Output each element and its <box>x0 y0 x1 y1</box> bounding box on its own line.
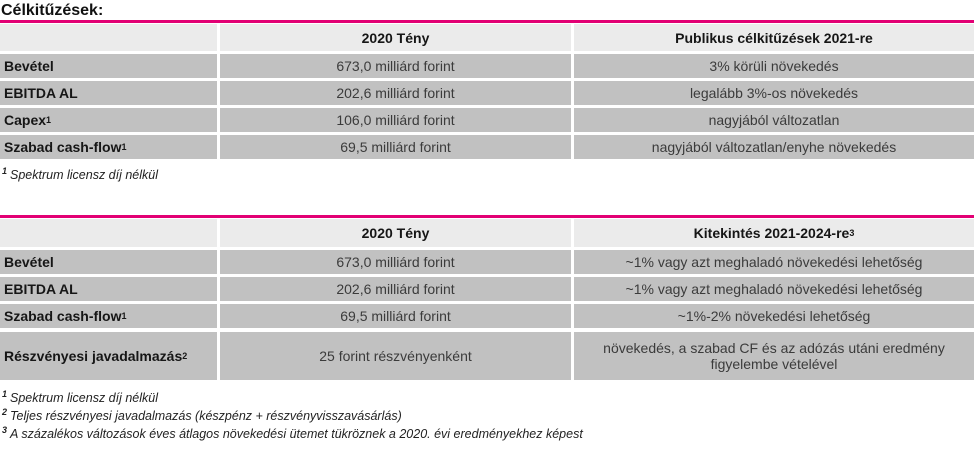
table-outlook-2021-2024: 2020 Tény Kitekintés 2021-2024-re 3 Bevét… <box>0 219 974 380</box>
fact-value: 202,6 milliárd forint <box>220 277 571 301</box>
footnote-marker: 1 <box>2 388 8 399</box>
table2-header-fact: 2020 Tény <box>220 219 571 247</box>
table2-header-row: 2020 Tény Kitekintés 2021-2024-re 3 <box>0 219 974 247</box>
page-title: Célkitűzések: <box>1 2 104 19</box>
accent-rule-top <box>0 20 974 23</box>
fact-value: 106,0 milliárd forint <box>220 108 571 132</box>
table-row: Capex 1 106,0 milliárd forint nagyjából v… <box>0 108 974 132</box>
footnote-text: A százalékos változások éves átlagos növ… <box>10 427 583 441</box>
table1-header-fact: 2020 Tény <box>220 24 571 51</box>
outlook-value: növekedés, a szabad CF és az adózás után… <box>574 332 974 380</box>
row-label: Részvényesi javadalmazás 2 <box>0 332 217 380</box>
row-label-text: Részvényesi javadalmazás <box>4 348 183 364</box>
table1-footnotes: 1 Spektrum licensz díj nélkül <box>2 166 979 184</box>
footnote-marker: 1 <box>2 165 8 176</box>
row-label-text: EBITDA AL <box>4 85 78 101</box>
row-label-text: Bevétel <box>4 254 54 270</box>
table1-header-target-text: Publikus célkitűzések 2021-re <box>675 29 873 46</box>
table-row: EBITDA AL 202,6 milliárd forint ~1% vagy… <box>0 277 974 301</box>
row-label: EBITDA AL <box>0 277 217 301</box>
row-label: Szabad cash-flow 1 <box>0 304 217 328</box>
row-label-text: Bevétel <box>4 58 54 74</box>
row-label: Bevétel <box>0 54 217 78</box>
footnote: 1 Spektrum licensz díj nélkül <box>2 389 979 407</box>
target-value: nagyjából változatlan <box>574 108 974 132</box>
row-label: Szabad cash-flow 1 <box>0 135 217 159</box>
fact-value: 69,5 milliárd forint <box>220 304 571 328</box>
accent-rule-middle <box>0 215 974 218</box>
table-row: Bevétel 673,0 milliárd forint ~1% vagy a… <box>0 250 974 274</box>
row-label-text: Capex <box>4 112 47 128</box>
table1-header-target: Publikus célkitűzések 2021-re <box>574 24 974 51</box>
footnote-marker: 3 <box>2 424 8 435</box>
fact-value: 673,0 milliárd forint <box>220 250 571 274</box>
row-label-text: Szabad cash-flow <box>4 308 122 324</box>
table-row: Szabad cash-flow 1 69,5 milliárd forint ~… <box>0 304 974 328</box>
footnote-text: Spektrum licensz díj nélkül <box>10 391 158 405</box>
row-label: EBITDA AL <box>0 81 217 105</box>
table2-footnotes: 1 Spektrum licensz díj nélkül 2 Teljes rés… <box>2 389 979 443</box>
table1-header-row: 2020 Tény Publikus célkitűzések 2021-re <box>0 24 974 51</box>
row-label-text: EBITDA AL <box>4 281 78 297</box>
outlook-value-text: növekedés, a szabad CF és az adózás után… <box>603 340 945 372</box>
table-row: Szabad cash-flow 1 69,5 milliárd forint n… <box>0 135 974 159</box>
fact-value: 673,0 milliárd forint <box>220 54 571 78</box>
table-row: EBITDA AL 202,6 milliárd forint legalább… <box>0 81 974 105</box>
fact-value: 25 forint részvényenként <box>220 332 571 380</box>
row-label-text: Szabad cash-flow <box>4 139 122 155</box>
fact-value: 202,6 milliárd forint <box>220 81 571 105</box>
target-value: legalább 3%-os növekedés <box>574 81 974 105</box>
table-public-targets-2021: 2020 Tény Publikus célkitűzések 2021-re … <box>0 24 974 159</box>
outlook-value: ~1% vagy azt meghaladó növekedési lehető… <box>574 250 974 274</box>
footnote: 2 Teljes részvényesi javadalmazás (készpé… <box>2 407 979 425</box>
footnote: 1 Spektrum licensz díj nélkül <box>2 166 979 184</box>
fact-value: 69,5 milliárd forint <box>220 135 571 159</box>
footnote-marker: 2 <box>2 406 8 417</box>
row-label: Bevétel <box>0 250 217 274</box>
table2-header-outlook-text: Kitekintés 2021-2024-re <box>693 225 850 241</box>
outlook-value: ~1% vagy azt meghaladó növekedési lehető… <box>574 277 974 301</box>
target-value: nagyjából változatlan/enyhe növekedés <box>574 135 974 159</box>
footnote-text: Spektrum licensz díj nélkül <box>10 168 158 182</box>
table-row: Bevétel 673,0 milliárd forint 3% körüli … <box>0 54 974 78</box>
row-label: Capex 1 <box>0 108 217 132</box>
table1-header-empty <box>0 24 217 51</box>
outlook-value: ~1%-2% növekedési lehetőség <box>574 304 974 328</box>
table2-header-empty <box>0 219 217 247</box>
target-value: 3% körüli növekedés <box>574 54 974 78</box>
table-row-shareholder-remuneration: Részvényesi javadalmazás 2 25 forint rész… <box>0 332 974 380</box>
table2-header-outlook: Kitekintés 2021-2024-re 3 <box>574 219 974 247</box>
footnote-text: Teljes részvényesi javadalmazás (készpén… <box>10 409 402 423</box>
